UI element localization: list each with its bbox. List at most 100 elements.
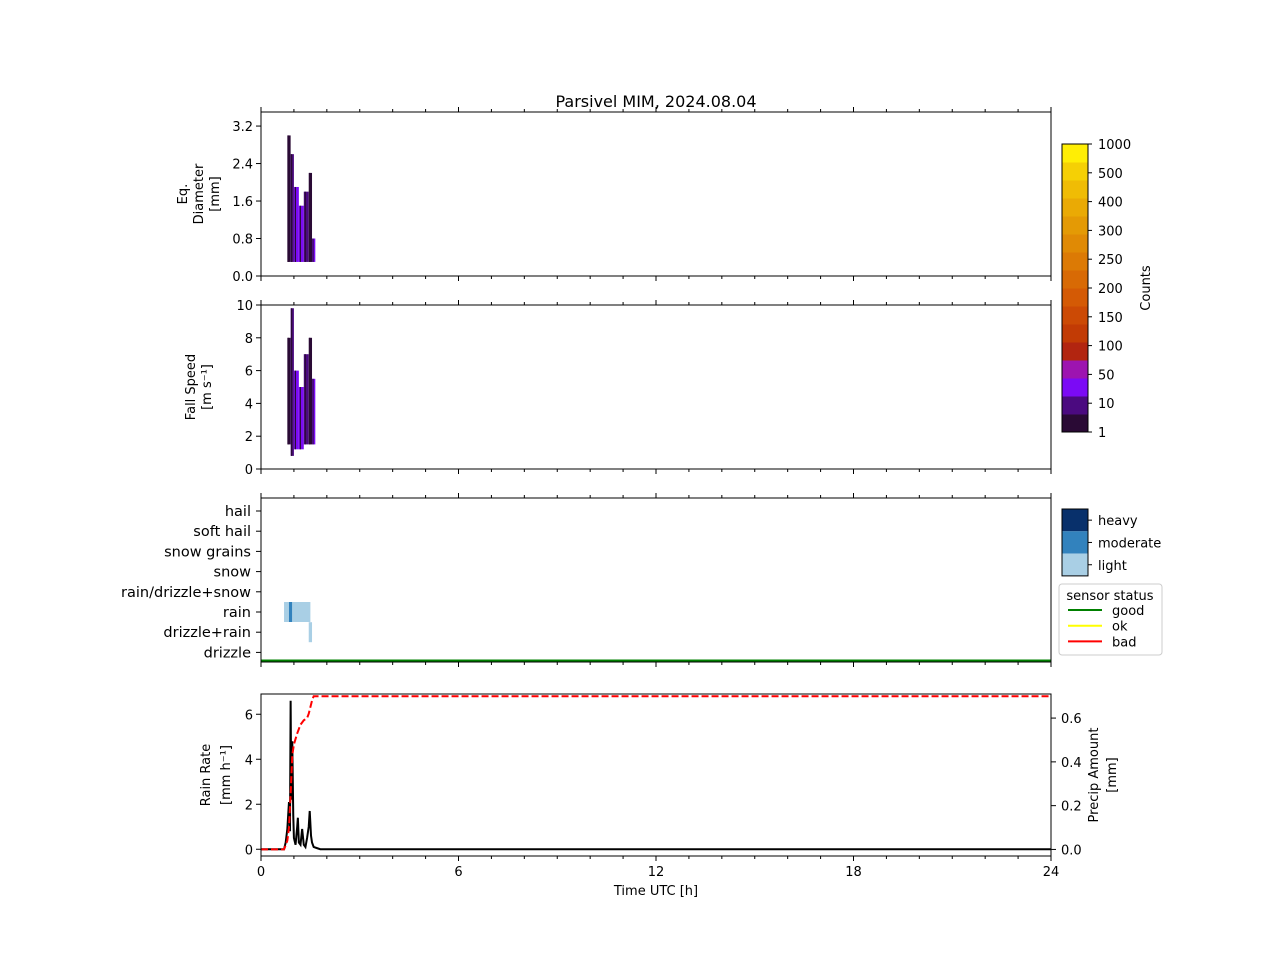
y-tick-label: 0.8 [232, 233, 253, 248]
colorbar-segment [1062, 234, 1088, 253]
y2-tick-label: 0.2 [1061, 800, 1082, 815]
colorbar-segment [1062, 144, 1088, 163]
y-axis-label: Rain Rate [199, 744, 214, 807]
intensity-frame [1061, 508, 1089, 577]
heatmap-cell [287, 135, 291, 262]
panel-diameter: 0.0 0.8 1.6 2.4 3.2 Eq. Diameter [mm] [176, 107, 1052, 285]
colorbar-segment [1062, 288, 1088, 307]
precip-type-label: drizzle [204, 645, 251, 661]
colorbar-tick-label: 150 [1098, 311, 1123, 326]
intensity-swatch [1062, 553, 1088, 576]
heatmap-cell [298, 387, 304, 450]
heatmap-cell [308, 172, 313, 262]
intensity-swatch [1062, 509, 1088, 532]
colorbar-segment [1062, 162, 1088, 181]
y-axis-label: Fall Speed [184, 354, 199, 420]
y-axis-label: Diameter [192, 163, 207, 224]
heatmap-cell [303, 354, 309, 445]
legend-label: ok [1112, 620, 1128, 635]
panel-precip-type: hail soft hail snow grains snow rain/drizzle… [121, 493, 1052, 667]
colorbar-segment [1062, 360, 1088, 379]
heatmap-cell [293, 370, 299, 450]
y-axis-label: [mm h⁻¹] [219, 745, 234, 805]
y2-tick-label: 0.0 [1061, 843, 1082, 858]
panel-fall-speed: 0 2 4 6 8 10 Fall Speed [m s⁻¹] [184, 299, 1052, 478]
rain-rate-line [261, 700, 1051, 851]
y-tick-label: 10 [236, 299, 253, 314]
heatmap-cell [312, 238, 316, 262]
colorbar-segment [1062, 306, 1088, 325]
y-tick-label: 2.4 [232, 158, 253, 173]
colorbar-segment [1062, 324, 1088, 343]
precip-type-cell [308, 622, 313, 643]
y2-tick-label: 0.4 [1061, 756, 1082, 771]
y2-axis-label: Precip Amount [1087, 728, 1102, 823]
y-tick-label: 0.0 [232, 270, 253, 285]
colorbar-segment [1062, 216, 1088, 235]
legend-label: good [1112, 604, 1144, 619]
counts-colorbar: 1 10 50 100 150 200 250 300 400 500 1000 Counts [1061, 138, 1154, 441]
heatmap-cell [303, 191, 309, 262]
y-tick-label: 0 [245, 843, 253, 858]
axes-frame [260, 304, 1052, 470]
heatmap-cell [293, 186, 299, 262]
x-tick-label: 18 [845, 865, 862, 880]
intensity-swatch [1062, 531, 1088, 554]
y-tick-label: 6 [245, 365, 253, 380]
precip-type-label: snow [214, 565, 252, 581]
legend-box [1058, 583, 1163, 656]
precip-type-label: hail [225, 504, 251, 520]
x-axis-label: Time UTC [h] [613, 884, 698, 899]
colorbar-segment [1062, 252, 1088, 271]
colorbar-tick-label: 10 [1098, 397, 1115, 412]
precip-type-label: rain/drizzle+snow [121, 585, 251, 601]
y-tick-label: 8 [245, 332, 253, 347]
axes-frame [260, 497, 1052, 663]
figure-title: Parsivel MIM, 2024.08.04 [555, 92, 756, 111]
precip-type-cell [288, 602, 293, 622]
colorbar-segment [1062, 270, 1088, 289]
y-axis-label: [mm] [208, 176, 223, 211]
x-tick-label: 0 [257, 865, 265, 880]
y2-axis-label: [mm] [1105, 757, 1120, 792]
colorbar-tick-label: 250 [1098, 253, 1123, 268]
precip-type-label: drizzle+rain [163, 625, 251, 641]
x-tick-label: 24 [1043, 865, 1060, 880]
axes-frame [260, 111, 1052, 277]
y-tick-label: 4 [245, 753, 253, 768]
intensity-label: light [1098, 559, 1127, 574]
colorbar-tick-label: 400 [1098, 196, 1123, 211]
precip-type-label: snow grains [164, 544, 251, 560]
y-axis-label: Eq. [176, 184, 191, 205]
legend-label: bad [1112, 635, 1136, 650]
colorbar-tick-label: 200 [1098, 282, 1123, 297]
colorbar-segment [1062, 342, 1088, 361]
colorbar-label: Counts [1139, 265, 1154, 311]
y-tick-label: 0 [245, 463, 253, 478]
y-tick-label: 2 [245, 430, 253, 445]
heatmap-cell [308, 337, 313, 445]
intensity-legend: heavy moderate light [1061, 508, 1161, 577]
precip-type-cell [284, 602, 289, 622]
colorbar-tick-label: 500 [1098, 167, 1123, 182]
y-axis-label: [m s⁻¹] [200, 364, 215, 410]
y2-tick-label: 0.6 [1061, 712, 1082, 727]
colorbar-segment [1062, 180, 1088, 199]
heatmap-cell [290, 154, 294, 262]
colorbar-tick-label: 1 [1098, 426, 1106, 441]
heatmap-cell [312, 378, 316, 445]
colorbar-tick-label: 100 [1098, 340, 1123, 355]
colorbar-segment [1062, 378, 1088, 397]
colorbar-segment [1062, 198, 1088, 217]
heatmap-cell [290, 308, 294, 456]
y-tick-label: 6 [245, 708, 253, 723]
colorbar-tick-label: 1000 [1098, 138, 1131, 153]
heatmap-cell [298, 205, 304, 262]
y-tick-label: 4 [245, 397, 253, 412]
precip-type-cell [292, 602, 311, 622]
x-tick-label: 6 [454, 865, 462, 880]
intensity-label: heavy [1098, 514, 1138, 529]
